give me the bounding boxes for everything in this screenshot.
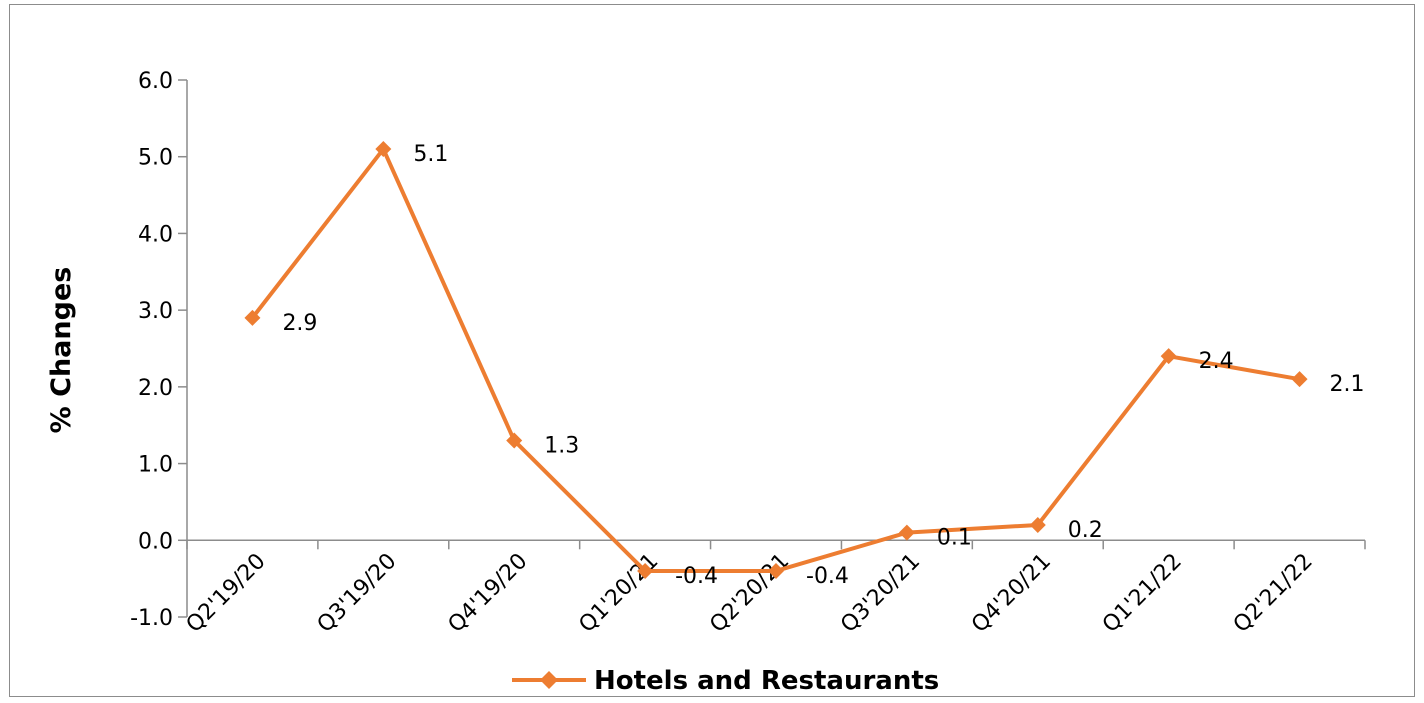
data-label: 1.3 (544, 434, 579, 459)
data-label: 0.1 (937, 526, 972, 551)
data-label: 2.4 (1199, 349, 1234, 374)
data-point-marker (506, 432, 523, 449)
x-tick-label: Q2'21/22 (1229, 549, 1318, 638)
plot-area: 2.9 5.1 1.3 -0.4 -0.4 0.1 0.2 2.4 2.1 (244, 141, 1365, 589)
data-label: 2.1 (1330, 372, 1365, 397)
data-point-marker (637, 562, 654, 579)
x-tick-label: Q1'21/22 (1098, 549, 1187, 638)
data-point-marker (1291, 371, 1308, 388)
data-point-marker (898, 524, 915, 541)
data-label: -0.4 (806, 564, 849, 589)
y-tick-label: 6.0 (138, 69, 173, 94)
series-line (250, 147, 1300, 573)
y-axis: -1.0 0.0 1.0 2.0 3.0 4.0 5.0 6.0 (130, 69, 188, 631)
y-tick-label: 3.0 (138, 299, 173, 324)
data-label: 0.2 (1068, 518, 1103, 543)
x-tick-label: Q4'20/21 (967, 549, 1056, 638)
y-axis-title: % Changes (46, 267, 77, 434)
data-label: 2.9 (282, 311, 317, 336)
x-tick-label: Q2'19/20 (182, 549, 271, 638)
y-tick-label: 1.0 (138, 453, 173, 478)
legend: Hotels and Restaurants (512, 666, 939, 696)
x-tick-label: Q3'19/20 (313, 549, 402, 638)
data-point-marker (375, 141, 392, 158)
data-label: 5.1 (413, 142, 448, 167)
y-tick-label: 0.0 (138, 529, 173, 554)
data-label: -0.4 (675, 564, 718, 589)
data-point-marker (768, 562, 784, 579)
data-point-marker (1160, 348, 1177, 365)
x-tick-label: Q3'20/21 (836, 549, 925, 638)
data-point-marker (244, 309, 261, 326)
x-axis: Q2'19/20 Q3'19/20 Q4'19/20 Q1'20/21 Q2'20/21… (182, 539, 1366, 638)
legend-label: Hotels and Restaurants (594, 666, 939, 696)
y-tick-label: -1.0 (130, 606, 173, 631)
x-tick-label: Q4'19/20 (444, 549, 533, 638)
y-tick-label: 5.0 (138, 146, 173, 171)
data-point-marker (1029, 516, 1046, 533)
x-tick-label: Q2'20/21 (705, 549, 794, 638)
chart-frame (9, 4, 1415, 697)
y-tick-label: 4.0 (138, 222, 173, 247)
x-tick-label: Q1'20/21 (574, 549, 663, 638)
legend-marker (540, 671, 558, 689)
y-tick-label: 2.0 (138, 376, 173, 401)
